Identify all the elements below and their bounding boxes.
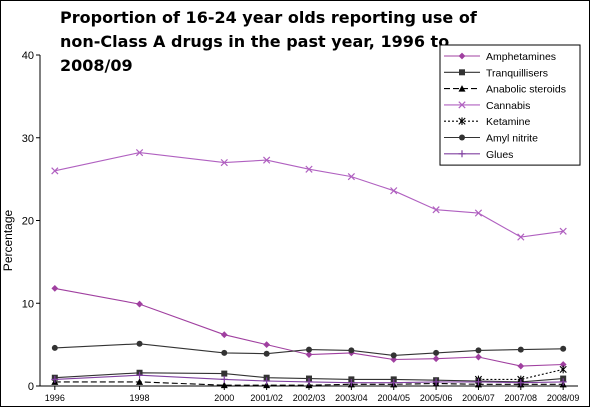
legend-marker-tranquillisers: [459, 69, 465, 76]
data-point-amyl-nitrite: [51, 344, 58, 351]
legend-label-amphetamines: Amphetamines: [486, 51, 556, 63]
data-point-amyl-nitrite: [221, 349, 228, 356]
data-point-amphetamines: [517, 362, 525, 370]
legend-marker-anabolic-steroids: [458, 85, 466, 92]
legend-label-glues: Glues: [486, 149, 513, 161]
data-point-glues: [51, 375, 59, 383]
x-tick-label: 2006/07: [462, 393, 495, 403]
data-point-glues: [432, 378, 440, 386]
legend-marker-amyl-nitrite: [459, 134, 465, 141]
data-point-amphetamines: [220, 331, 228, 339]
data-point-cannabis: [263, 156, 271, 164]
data-point-amyl-nitrite: [348, 347, 355, 354]
legend-marker-glues: [458, 150, 466, 158]
y-tick-label: 40: [22, 50, 34, 62]
y-axis-label: Percentage: [1, 209, 15, 271]
legend-label-ketamine: Ketamine: [486, 116, 531, 128]
chart-title: Proportion of 16-24 year olds reporting …: [60, 8, 477, 75]
data-point-amphetamines: [136, 300, 143, 308]
data-point-anabolic-steroids: [136, 378, 144, 385]
data-point-glues: [305, 378, 313, 386]
data-point-amyl-nitrite: [136, 340, 143, 347]
x-tick-label: 2007/08: [505, 393, 538, 403]
data-point-glues: [220, 375, 228, 383]
data-point-glues: [474, 378, 482, 386]
data-point-glues: [390, 379, 398, 387]
data-point-glues: [263, 377, 271, 385]
data-point-cannabis: [135, 149, 144, 157]
data-point-anabolic-steroids: [220, 381, 228, 389]
legend-label-anabolic-steroids: Anabolic steroids: [486, 84, 566, 96]
data-point-cannabis: [559, 227, 567, 235]
data-point-amyl-nitrite: [433, 349, 440, 356]
x-tick-label: 2008/09: [547, 393, 580, 403]
x-tick-label: 2005/06: [420, 393, 453, 403]
y-tick-label: 0: [28, 381, 34, 393]
data-point-anabolic-steroids: [263, 381, 271, 389]
x-tick-label: 1996: [45, 393, 65, 403]
x-tick-label: 1998: [130, 393, 150, 403]
data-point-cannabis: [432, 206, 440, 214]
data-point-ketamine: [559, 365, 567, 374]
data-point-glues: [559, 378, 567, 386]
data-point-cannabis: [390, 187, 398, 195]
data-point-cannabis: [51, 167, 59, 175]
y-tick-label: 10: [22, 298, 34, 310]
data-point-cannabis: [474, 209, 483, 217]
x-tick-label: 2001/02: [250, 393, 283, 403]
x-tick-label: 2002/03: [293, 393, 326, 403]
series-line-anabolic-steroids: [54, 381, 564, 386]
x-tick-label: 2004/05: [377, 393, 410, 403]
y-tick-label: 20: [22, 216, 34, 228]
data-point-amphetamines: [432, 355, 440, 363]
data-point-amphetamines: [263, 341, 271, 349]
data-point-glues: [517, 379, 525, 387]
legend-label-tranquillisers: Tranquillisers: [486, 67, 548, 79]
data-point-glues: [347, 379, 355, 387]
data-point-amyl-nitrite: [306, 346, 312, 353]
data-point-amyl-nitrite: [263, 350, 270, 357]
legend-marker-cannabis: [458, 101, 466, 109]
data-point-cannabis: [305, 165, 313, 173]
data-point-amphetamines: [559, 361, 567, 368]
data-point-amyl-nitrite: [390, 352, 397, 359]
legend-marker-ketamine: [458, 117, 466, 125]
data-point-amyl-nitrite: [560, 345, 567, 352]
data-point-glues: [136, 371, 144, 379]
legend-label-cannabis: Cannabis: [486, 100, 530, 112]
data-point-cannabis: [220, 158, 228, 167]
data-point-amyl-nitrite: [517, 346, 524, 353]
data-point-cannabis: [347, 173, 355, 181]
data-point-cannabis: [517, 233, 525, 241]
data-point-amphetamines: [305, 351, 313, 358]
data-point-tranquillisers: [221, 370, 228, 377]
data-point-amphetamines: [475, 353, 482, 361]
legend-label-amyl-nitrite: Amyl nitrite: [486, 133, 538, 145]
data-point-amphetamines: [51, 284, 59, 292]
y-tick-label: 30: [22, 133, 34, 145]
data-point-amyl-nitrite: [475, 347, 482, 354]
x-tick-label: 2000: [214, 393, 234, 403]
x-tick-label: 2003/04: [335, 393, 368, 403]
legend-marker-amphetamines: [458, 52, 466, 60]
